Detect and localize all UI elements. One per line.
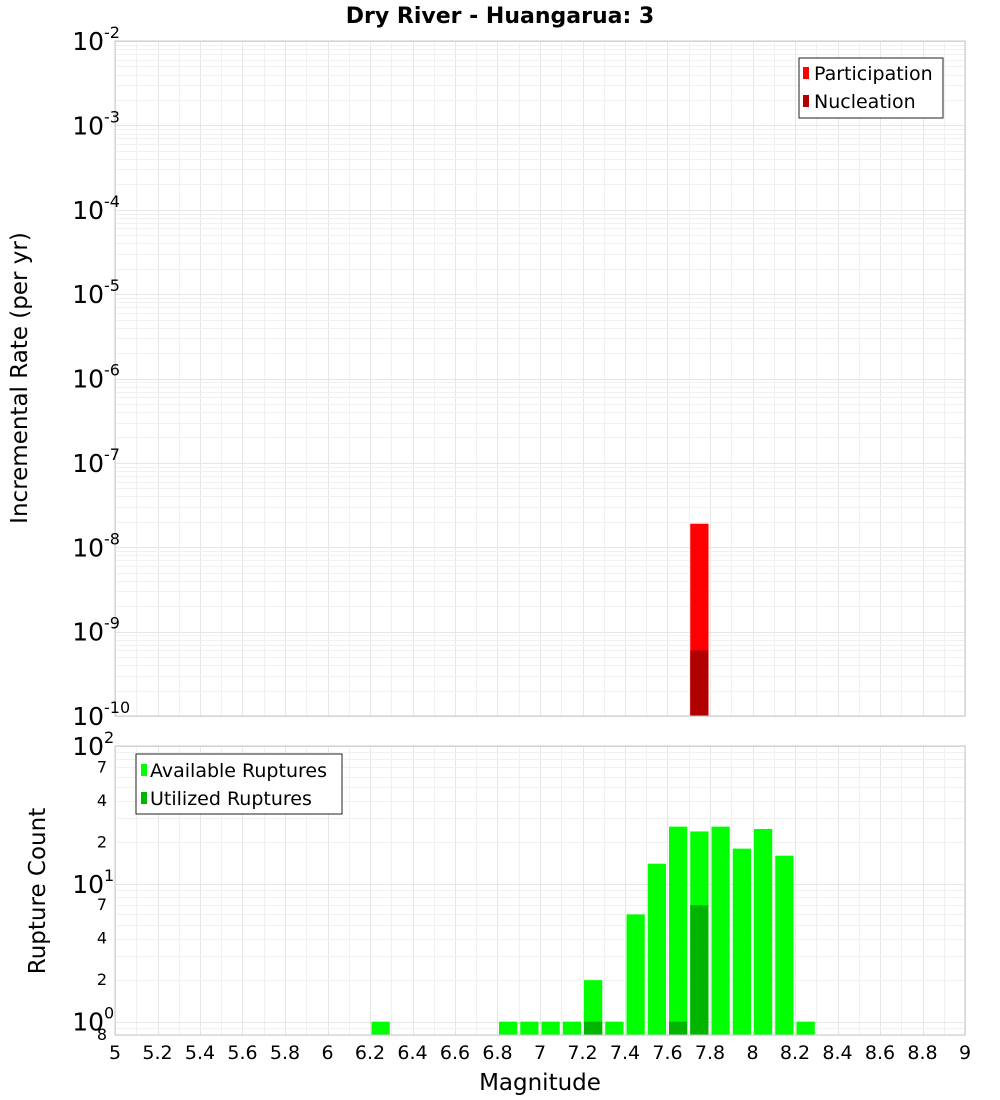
bottom-bar-available-ruptures bbox=[732, 848, 751, 1035]
bottom-bar-available-ruptures bbox=[371, 1021, 390, 1035]
bottom-bar-available-ruptures bbox=[754, 828, 773, 1035]
bottom-y-axis-label: Rupture Count bbox=[25, 808, 51, 974]
top-y-ticks: 10-210-310-410-510-610-710-810-910-10 bbox=[72, 23, 130, 731]
top-y-tick-exponent: -8 bbox=[104, 529, 120, 548]
bottom-bars bbox=[371, 826, 815, 1035]
bottom-bar-utilized-ruptures bbox=[584, 1021, 603, 1035]
bottom-y-minor-tick-label: 7 bbox=[97, 757, 107, 776]
top-y-tick-base: 10 bbox=[72, 618, 104, 647]
bottom-bar-available-ruptures bbox=[711, 826, 730, 1035]
x-tick-label: 6 bbox=[321, 1042, 333, 1064]
bottom-y-tick-base: 10 bbox=[72, 870, 104, 899]
x-ticks: 5 5.2 5.4 5.6 5.8 6 6.2 6.4 6.6 6.8 7 7.2 7.4 7.6 7.8 8… bbox=[109, 1042, 971, 1064]
top-bars bbox=[690, 523, 709, 716]
legend-swatch-participation bbox=[803, 67, 809, 79]
top-y-axis-label: Incremental Rate (per yr) bbox=[7, 232, 33, 524]
x-tick-label: 7.4 bbox=[610, 1042, 640, 1064]
x-tick-label: 7 bbox=[534, 1042, 546, 1064]
bottom-bar-available-ruptures bbox=[605, 1021, 624, 1035]
bottom-bar-available-ruptures bbox=[584, 980, 603, 1035]
legend-label-utilized: Utilized Ruptures bbox=[150, 788, 312, 810]
top-legend: Participation Nucleation bbox=[798, 57, 944, 119]
top-y-tick-base: 10 bbox=[72, 533, 104, 562]
bottom-y-tick-exponent: 1 bbox=[104, 866, 114, 885]
x-tick-label: 7.6 bbox=[652, 1042, 682, 1064]
top-y-tick-base: 10 bbox=[72, 280, 104, 309]
bottom-y-tick-exponent: 0 bbox=[104, 1004, 114, 1023]
x-tick-label: 5 bbox=[109, 1042, 121, 1064]
top-y-tick-base: 10 bbox=[72, 27, 104, 56]
bottom-plot-frame bbox=[114, 745, 966, 1036]
bottom-bar-available-ruptures bbox=[520, 1021, 539, 1035]
x-tick-label: 5.6 bbox=[227, 1042, 257, 1064]
bottom-bar-available-ruptures bbox=[541, 1021, 560, 1035]
bottom-legend-box bbox=[135, 753, 343, 815]
legend-swatch-available bbox=[141, 764, 147, 776]
bottom-y-minor-tick-label: 2 bbox=[97, 832, 107, 851]
bottom-y-minor-tick-label: 4 bbox=[97, 929, 107, 948]
bottom-y-tick-exponent: 2 bbox=[104, 728, 114, 747]
top-y-tick-exponent: -5 bbox=[104, 276, 120, 295]
x-tick-label: 8.4 bbox=[822, 1042, 852, 1064]
x-tick-label: 8 bbox=[746, 1042, 758, 1064]
x-tick-label: 5.4 bbox=[185, 1042, 215, 1064]
bottom-y-minor-tick-label: 4 bbox=[97, 791, 107, 810]
bottom-y-minor-tick-label: 8 bbox=[97, 1025, 107, 1044]
x-tick-label: 5.2 bbox=[142, 1042, 172, 1064]
legend-label-available: Available Ruptures bbox=[150, 760, 327, 782]
x-tick-label: 6.2 bbox=[355, 1042, 385, 1064]
chart-title: Dry River - Huangarua: 3 bbox=[346, 4, 654, 29]
bottom-bar-available-ruptures bbox=[669, 826, 688, 1035]
top-y-tick-base: 10 bbox=[72, 111, 104, 140]
top-y-tick-exponent: -4 bbox=[104, 192, 120, 211]
x-tick-label: 9 bbox=[959, 1042, 971, 1064]
legend-label-participation: Participation bbox=[814, 63, 933, 85]
bottom-bar-available-ruptures bbox=[775, 855, 794, 1035]
bottom-bar-available-ruptures bbox=[626, 914, 645, 1035]
bottom-y-tick-base: 10 bbox=[72, 732, 104, 761]
legend-swatch-utilized bbox=[141, 792, 147, 804]
x-tick-label: 6.4 bbox=[397, 1042, 427, 1064]
bottom-bar-available-ruptures bbox=[647, 863, 666, 1035]
top-y-tick-exponent: -9 bbox=[104, 614, 120, 633]
x-tick-label: 8.6 bbox=[865, 1042, 895, 1064]
bottom-bar-available-ruptures bbox=[499, 1021, 518, 1035]
top-y-tick-exponent: -2 bbox=[104, 23, 120, 42]
top-plot-frame bbox=[114, 40, 966, 717]
x-tick-label: 8.2 bbox=[780, 1042, 810, 1064]
x-tick-label: 6.6 bbox=[440, 1042, 470, 1064]
bottom-bar-utilized-ruptures bbox=[669, 1021, 688, 1035]
bottom-bar-available-ruptures bbox=[796, 1021, 815, 1035]
x-tick-label: 5.8 bbox=[270, 1042, 300, 1064]
legend-label-nucleation: Nucleation bbox=[814, 91, 916, 113]
bottom-legend: Available Ruptures Utilized Ruptures bbox=[135, 753, 343, 815]
top-y-tick-base: 10 bbox=[72, 196, 104, 225]
top-y-tick-base: 10 bbox=[72, 702, 104, 731]
top-panel: 10-210-310-410-510-610-710-810-910-10 In… bbox=[7, 23, 966, 731]
x-tick-label: 7.2 bbox=[567, 1042, 597, 1064]
top-bar-nucleation bbox=[690, 650, 709, 716]
top-y-tick-exponent: -10 bbox=[104, 698, 130, 717]
top-y-tick-base: 10 bbox=[72, 365, 104, 394]
x-tick-label: 8.8 bbox=[907, 1042, 937, 1064]
x-axis-label: Magnitude bbox=[479, 1070, 601, 1096]
bottom-y-minor-tick-label: 7 bbox=[97, 895, 107, 914]
x-tick-label: 6.8 bbox=[482, 1042, 512, 1064]
bottom-bar-available-ruptures bbox=[562, 1021, 581, 1035]
legend-swatch-nucleation bbox=[803, 95, 809, 107]
top-y-tick-exponent: -7 bbox=[104, 445, 120, 464]
top-y-tick-exponent: -6 bbox=[104, 361, 120, 380]
top-y-tick-exponent: -3 bbox=[104, 107, 120, 126]
top-legend-box bbox=[798, 57, 944, 119]
top-grid bbox=[115, 41, 966, 717]
bottom-y-minor-tick-label: 2 bbox=[97, 970, 107, 989]
x-tick-label: 7.8 bbox=[695, 1042, 725, 1064]
bottom-y-tick-base: 10 bbox=[72, 1008, 104, 1037]
bottom-bar-utilized-ruptures bbox=[690, 905, 709, 1035]
top-y-tick-base: 10 bbox=[72, 449, 104, 478]
